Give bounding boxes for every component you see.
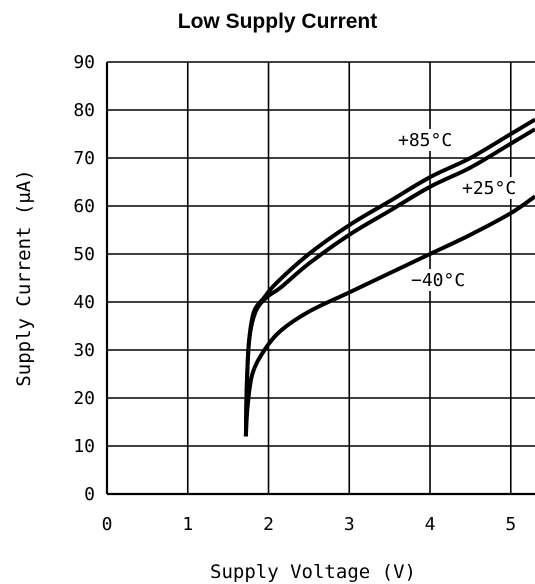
y-tick-label: 70 (73, 148, 95, 169)
series-lines (243, 117, 535, 437)
y-tick-label: 90 (73, 52, 95, 73)
y-tick-label: 50 (73, 244, 95, 265)
x-tick-label: 2 (263, 514, 274, 535)
series-label-background (407, 269, 470, 291)
x-tick-label: 3 (344, 514, 355, 535)
x-tick-label: 0 (102, 514, 113, 535)
series-line-25c (243, 127, 535, 437)
series-label-background (458, 177, 521, 199)
y-tick-label: 20 (73, 388, 95, 409)
series-line-minus40c (243, 194, 535, 437)
series-labels: +85°C +25°C −40°C (394, 129, 521, 291)
y-tick-label: 10 (73, 436, 95, 457)
x-tick-label: 1 (182, 514, 193, 535)
x-tick-label: 4 (425, 514, 436, 535)
y-axis-label: Supply Current (μA) (13, 169, 35, 386)
series-label-minus40c: −40°C (411, 270, 465, 291)
y-tick-label: 60 (73, 196, 95, 217)
y-tick-label: 0 (84, 484, 95, 505)
series-label-25c: +25°C (462, 178, 516, 199)
plot-frame (105, 62, 535, 496)
x-tick-label: 5 (505, 514, 516, 535)
chart-title: Low Supply Current (177, 10, 378, 33)
y-tick-label: 30 (73, 340, 95, 361)
grid (106, 61, 535, 495)
y-tick-label: 80 (73, 100, 95, 121)
y-tick-label: 40 (73, 292, 95, 313)
x-axis-label: Supply Voltage (V) (210, 561, 416, 583)
series-label-background (394, 129, 457, 151)
series-label-85c: +85°C (398, 130, 452, 151)
